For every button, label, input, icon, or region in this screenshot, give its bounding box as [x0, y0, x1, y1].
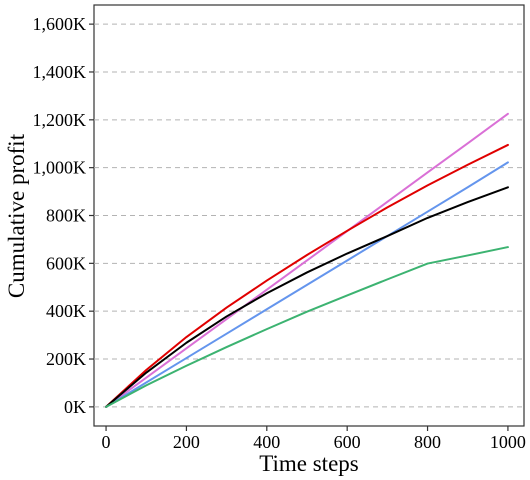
y-tick-label: 800K: [46, 206, 86, 226]
x-tick-label: 1000: [490, 432, 526, 452]
y-tick-layer: 0K 200K 400K 600K 800K 1,000K 1,200K 1,400K 1,60…: [33, 14, 94, 417]
y-tick-label: 1,200K: [33, 110, 87, 130]
series-line-2: [105, 143, 509, 408]
series-line-5: [105, 246, 509, 408]
x-tick-label: 800: [414, 432, 441, 452]
x-axis-title: Time steps: [259, 451, 359, 476]
y-tick-label: 0K: [64, 397, 86, 417]
y-tick-label: 1,600K: [33, 14, 87, 34]
plot-panel: [93, 4, 525, 427]
x-tick-label: 200: [173, 432, 200, 452]
y-tick-label: 1,000K: [33, 158, 87, 178]
series-line-4: [105, 186, 509, 408]
y-tick-label: 600K: [46, 253, 86, 273]
series-line-1: [105, 112, 509, 408]
x-tick-label: 0: [102, 432, 111, 452]
y-axis-title: Cumulative profit: [4, 133, 29, 298]
x-tick-layer: 0 200 400 600 800 1000: [102, 426, 526, 452]
y-tick-label: 200K: [46, 349, 86, 369]
series-layer: [105, 112, 509, 408]
x-tick-label: 600: [334, 432, 361, 452]
series-line-3: [105, 161, 509, 408]
x-tick-label: 400: [253, 432, 280, 452]
y-tick-label: 400K: [46, 301, 86, 321]
y-tick-label: 1,400K: [33, 62, 87, 82]
